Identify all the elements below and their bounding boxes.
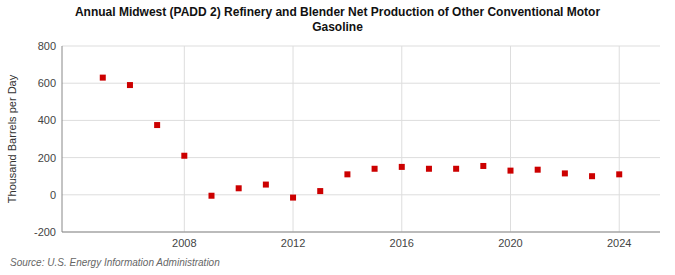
- y-grid-line: [62, 120, 660, 121]
- grid: [62, 46, 660, 232]
- title: Annual Midwest (PADD 2) Refinery and Ble…: [75, 5, 600, 34]
- source: Source: U.S. Energy Information Administ…: [10, 257, 220, 268]
- point: [100, 75, 106, 81]
- x-tick-label: 2016: [390, 237, 414, 249]
- point: [399, 164, 405, 170]
- y-axis-label: Thousand Barrels per Day: [6, 74, 18, 203]
- x-tick-label: 2008: [172, 237, 196, 249]
- point: [562, 170, 568, 176]
- y-tick-label: 600: [38, 77, 56, 89]
- y-grid-line: [62, 232, 660, 233]
- y-tick-label: 400: [38, 114, 56, 126]
- x-grid-line: [510, 46, 511, 232]
- y-grid-line: [62, 46, 660, 47]
- y-tick-label: 200: [38, 152, 56, 164]
- point: [181, 153, 187, 159]
- point: [535, 167, 541, 173]
- title-line: Annual Midwest (PADD 2) Refinery and Ble…: [75, 5, 600, 19]
- point: [426, 166, 432, 172]
- chart: -200 0 200 400 600 800 2008 2012 2016 2020 2024 Ann…: [0, 0, 675, 275]
- y-axis-line: [62, 46, 63, 232]
- point: [209, 193, 215, 199]
- y-grid-line: [62, 194, 660, 195]
- point: [372, 166, 378, 172]
- x-tick-label: 2012: [281, 237, 305, 249]
- point: [290, 195, 296, 201]
- y-grid-line: [62, 83, 660, 84]
- point: [263, 182, 269, 188]
- x-axis-line: [62, 232, 660, 233]
- x-grid-line: [293, 46, 294, 232]
- y-tick-label: 800: [38, 40, 56, 52]
- y-tick-label: -200: [34, 226, 56, 238]
- x-tick-label: 2020: [498, 237, 522, 249]
- point: [127, 82, 133, 88]
- points: [100, 75, 622, 201]
- point: [480, 163, 486, 169]
- point: [344, 171, 350, 177]
- point: [317, 188, 323, 194]
- title-line: Gasoline: [312, 20, 363, 34]
- x-tick-label: 2024: [607, 237, 631, 249]
- y-grid-line: [62, 157, 660, 158]
- x-grid-line: [401, 46, 402, 232]
- point: [154, 122, 160, 128]
- x-grid-line: [184, 46, 185, 232]
- x-grid-line: [619, 46, 620, 232]
- point: [453, 166, 459, 172]
- point: [236, 185, 242, 191]
- point: [508, 168, 514, 174]
- point: [589, 173, 595, 179]
- y-tick-label: 0: [50, 189, 56, 201]
- point: [616, 171, 622, 177]
